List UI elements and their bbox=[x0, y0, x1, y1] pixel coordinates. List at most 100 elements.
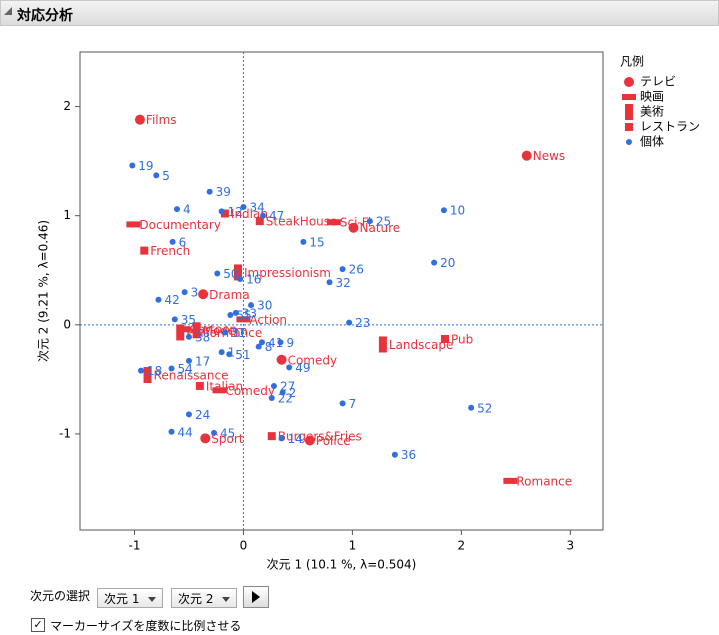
point-label: Landscape bbox=[389, 338, 453, 352]
point bbox=[143, 367, 152, 384]
point-label: 35 bbox=[181, 313, 196, 327]
plot-frame bbox=[79, 51, 604, 531]
point bbox=[168, 428, 175, 435]
point-label: Italian bbox=[206, 379, 243, 393]
point-label: Romance bbox=[516, 474, 572, 488]
point bbox=[192, 322, 201, 339]
legend-label: 個体 bbox=[640, 135, 664, 149]
point bbox=[622, 94, 636, 100]
x-tick-label: -1 bbox=[128, 539, 140, 553]
point bbox=[625, 104, 633, 120]
point-label: 5 bbox=[162, 169, 170, 183]
y-tick-label: 2 bbox=[63, 99, 71, 113]
point bbox=[248, 302, 255, 309]
point-label: 12 bbox=[228, 205, 243, 219]
point bbox=[176, 324, 185, 341]
checkbox-label: マーカーサイズを度数に比例させる bbox=[50, 619, 242, 633]
point bbox=[339, 266, 346, 273]
point bbox=[214, 270, 221, 277]
point-label: 10 bbox=[450, 204, 465, 218]
point-label: 42 bbox=[164, 293, 179, 307]
point bbox=[441, 335, 450, 344]
point bbox=[185, 333, 192, 340]
point-label: 7 bbox=[349, 397, 357, 411]
point bbox=[346, 319, 353, 326]
point bbox=[198, 289, 209, 300]
legend-label: 映画 bbox=[640, 90, 664, 104]
y-tick-label: 0 bbox=[63, 317, 71, 331]
legend-title: 凡例 bbox=[620, 55, 644, 69]
point bbox=[168, 365, 175, 372]
point bbox=[258, 339, 265, 346]
point-label: Pub bbox=[451, 333, 473, 347]
point bbox=[326, 279, 333, 286]
y-tick-label: -1 bbox=[59, 426, 71, 440]
point-label: 52 bbox=[477, 401, 492, 415]
point bbox=[326, 219, 341, 226]
point bbox=[218, 208, 225, 215]
legend-label: レストラン bbox=[640, 120, 700, 134]
point bbox=[185, 411, 192, 418]
point bbox=[339, 400, 346, 407]
point-label: Comedy bbox=[288, 353, 338, 367]
point bbox=[181, 289, 188, 296]
point bbox=[276, 354, 287, 365]
point bbox=[236, 316, 251, 323]
point bbox=[378, 336, 387, 353]
point-label: 26 bbox=[349, 263, 364, 277]
point-label: 34 bbox=[249, 200, 264, 214]
point-label: 54 bbox=[178, 362, 193, 376]
point bbox=[260, 212, 267, 219]
point bbox=[624, 77, 634, 87]
point bbox=[185, 357, 192, 364]
point-label: 3 bbox=[191, 286, 199, 300]
x-axis-title: 次元 1 (10.1 %, λ=0.504) bbox=[267, 558, 417, 572]
point bbox=[171, 316, 178, 323]
apply-button[interactable] bbox=[243, 586, 269, 608]
dim-x-select[interactable]: 次元 1 bbox=[97, 588, 163, 608]
point-label: Burgers&Fries bbox=[278, 430, 362, 444]
point-label: 47 bbox=[269, 209, 284, 223]
point bbox=[206, 188, 213, 195]
point bbox=[267, 432, 276, 441]
point bbox=[255, 343, 262, 350]
point bbox=[134, 114, 145, 125]
point-label: 44 bbox=[178, 425, 193, 439]
dim-y-select[interactable]: 次元 2 bbox=[171, 588, 237, 608]
point-label: 41 bbox=[268, 336, 283, 350]
point-label: 18 bbox=[147, 364, 162, 378]
point-label: 45 bbox=[220, 426, 235, 440]
point bbox=[233, 264, 242, 281]
point bbox=[278, 435, 285, 442]
checkbox[interactable]: ✓ bbox=[31, 618, 45, 632]
point-label: 22 bbox=[278, 391, 293, 405]
point bbox=[279, 389, 286, 396]
point-label: 39 bbox=[216, 185, 231, 199]
point bbox=[140, 246, 149, 255]
point bbox=[268, 394, 275, 401]
point bbox=[221, 329, 228, 336]
point bbox=[366, 218, 373, 225]
point-label: Comedy bbox=[225, 384, 275, 398]
x-tick-label: 2 bbox=[458, 539, 466, 553]
point-label: French bbox=[150, 244, 190, 258]
point bbox=[220, 209, 229, 218]
dimension-label: 次元の選択 bbox=[30, 589, 91, 603]
point-label: 17 bbox=[195, 354, 210, 368]
point bbox=[153, 172, 160, 179]
point bbox=[169, 238, 176, 245]
point-label: 50 bbox=[223, 267, 238, 281]
point-label: 36 bbox=[401, 448, 416, 462]
point bbox=[286, 364, 293, 371]
header[interactable]: 対応分析 bbox=[0, 0, 719, 26]
point bbox=[138, 367, 145, 374]
point bbox=[126, 221, 141, 228]
point bbox=[211, 429, 218, 436]
point bbox=[270, 382, 277, 389]
point-label: 31 bbox=[231, 326, 246, 340]
point-label: 51 bbox=[235, 348, 250, 362]
legend-label: 美術 bbox=[640, 105, 664, 119]
point-label: 2 bbox=[289, 386, 297, 400]
point bbox=[625, 123, 633, 131]
